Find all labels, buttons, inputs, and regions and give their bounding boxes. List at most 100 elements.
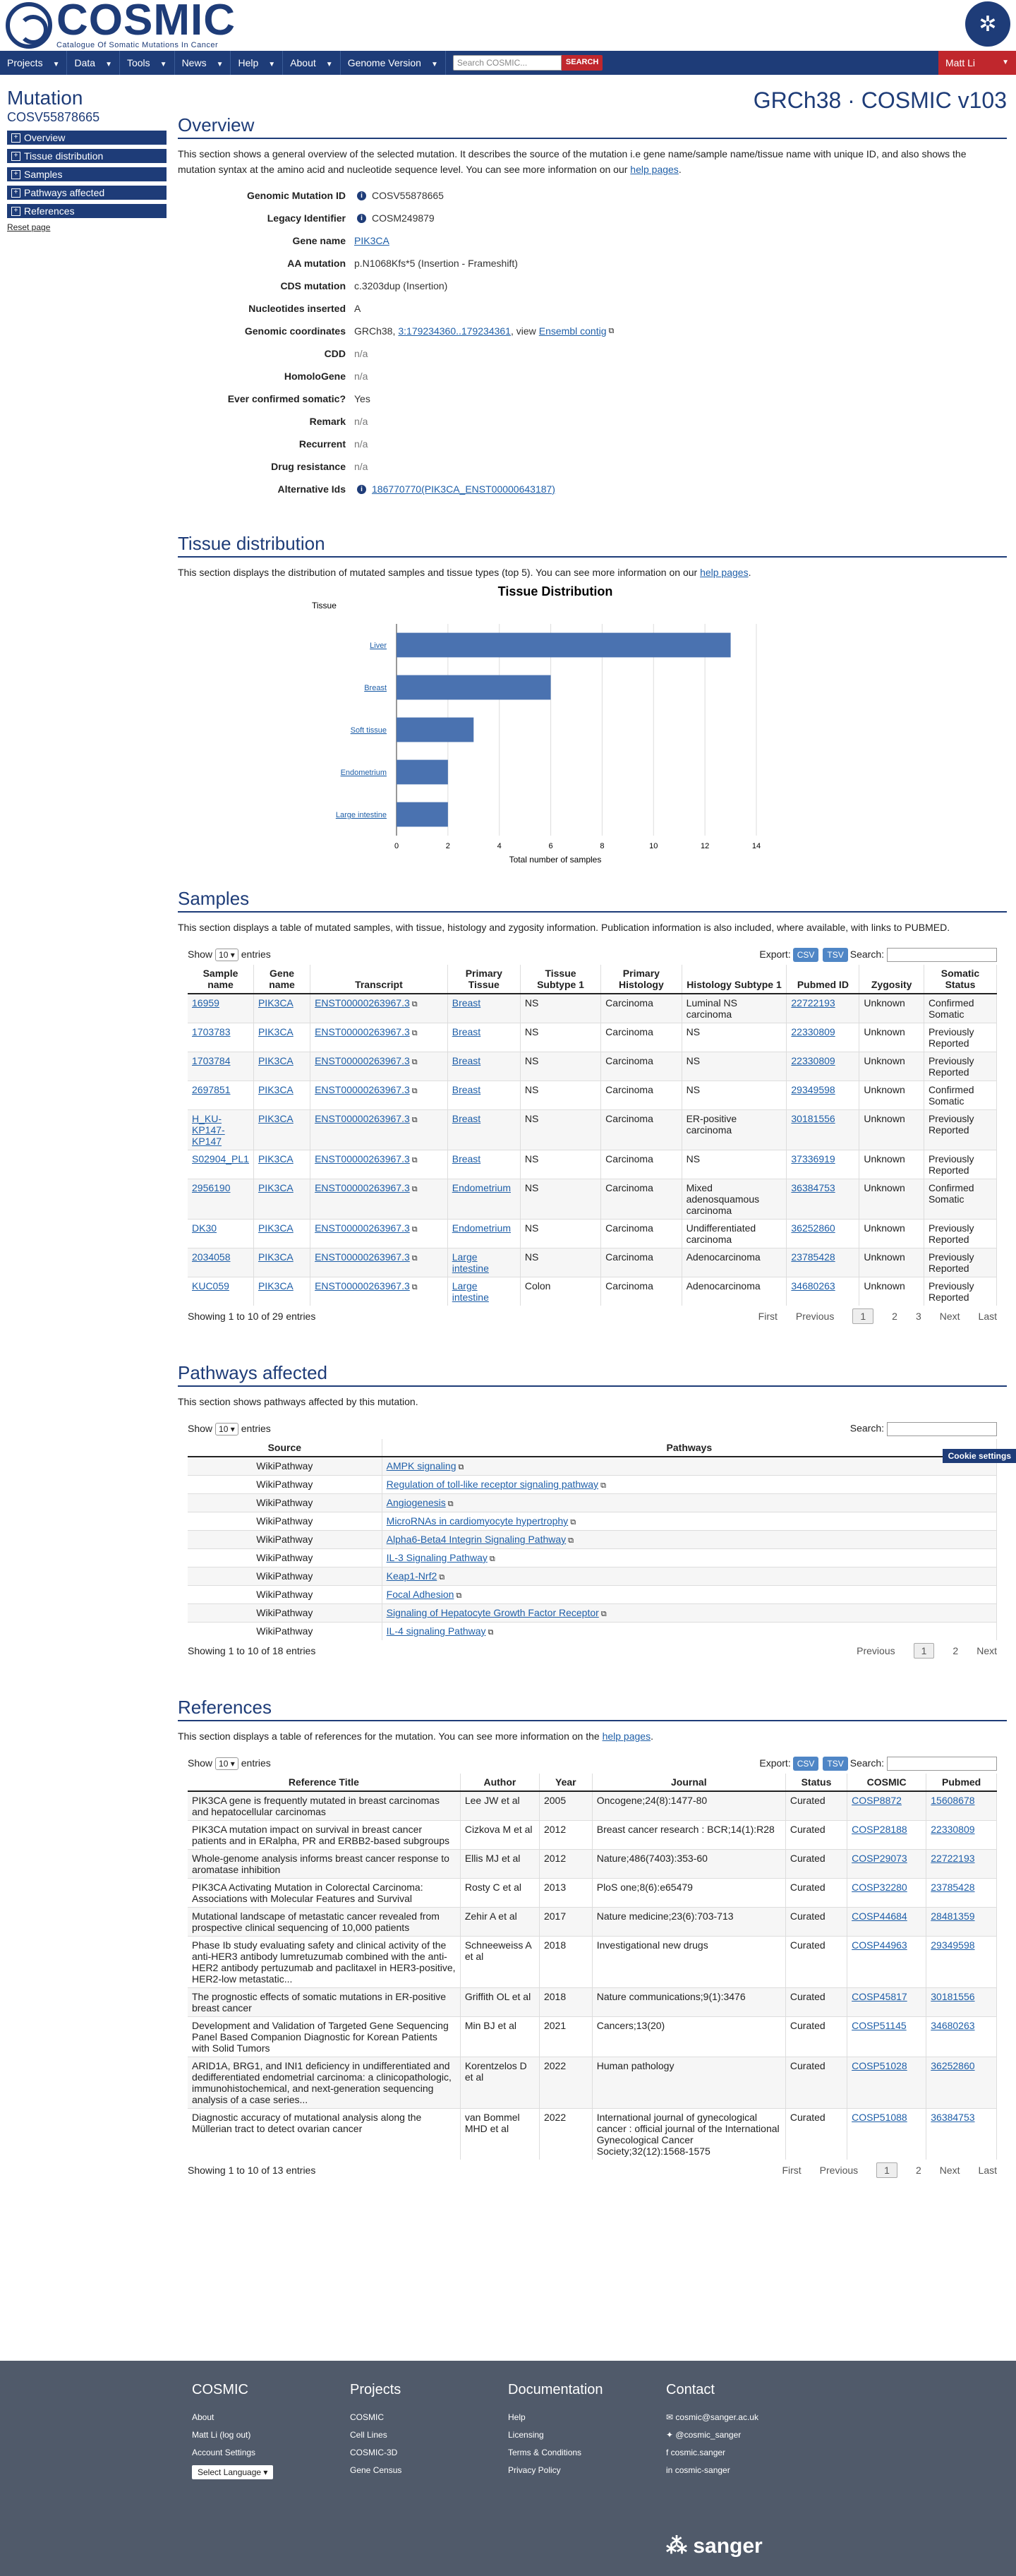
footer-link[interactable]: Privacy Policy bbox=[508, 2465, 561, 2475]
wellcome-sanger-logo[interactable]: ⁂ sanger bbox=[666, 2534, 763, 2558]
cell-link[interactable]: COSP8872 bbox=[852, 1795, 902, 1806]
cell-link[interactable]: ENST00000263967.3 bbox=[315, 1251, 410, 1263]
cell-link[interactable]: Keap1-Nrf2 bbox=[386, 1570, 437, 1582]
help-link[interactable]: help pages bbox=[602, 1731, 651, 1742]
nav-about[interactable]: About ▼ bbox=[283, 51, 341, 75]
page-button[interactable]: Last bbox=[978, 2165, 997, 2176]
cell-link[interactable]: PIK3CA bbox=[258, 1055, 294, 1066]
cell-link[interactable]: AMPK signaling bbox=[386, 1460, 456, 1471]
nav-genome-version[interactable]: Genome Version ▼ bbox=[341, 51, 446, 75]
column-header[interactable]: Author bbox=[460, 1774, 540, 1792]
cell-link[interactable]: 29349598 bbox=[931, 1939, 975, 1951]
cell-link[interactable]: ENST00000263967.3 bbox=[315, 1153, 410, 1164]
sidebar-item-references[interactable]: References bbox=[7, 204, 167, 218]
cell-link[interactable]: COSP44963 bbox=[852, 1939, 907, 1951]
cell-link[interactable]: Large intestine bbox=[452, 1251, 489, 1274]
footer-link[interactable]: Account Settings bbox=[192, 2448, 256, 2457]
cell-link[interactable]: COSP32280 bbox=[852, 1882, 907, 1893]
cell-link[interactable]: Breast bbox=[452, 1113, 481, 1124]
info-icon[interactable]: i bbox=[357, 213, 366, 223]
cell-link[interactable]: ENST00000263967.3 bbox=[315, 1182, 410, 1193]
column-header[interactable]: Status bbox=[785, 1774, 848, 1792]
page-button[interactable]: Next bbox=[939, 1311, 960, 1322]
table-search-input[interactable] bbox=[887, 1757, 997, 1771]
table-search-input[interactable] bbox=[887, 1422, 997, 1436]
footer-link[interactable]: Matt Li (log out) bbox=[192, 2430, 251, 2440]
sidebar-item-tissue[interactable]: Tissue distribution bbox=[7, 149, 167, 163]
column-header[interactable]: Pubmed ID bbox=[786, 965, 860, 994]
cell-link[interactable]: IL-4 signaling Pathway bbox=[386, 1625, 486, 1637]
cell-link[interactable]: 36252860 bbox=[791, 1222, 835, 1234]
column-header[interactable]: Zygosity bbox=[859, 965, 924, 994]
cell-link[interactable]: PIK3CA bbox=[258, 997, 294, 1009]
cell-link[interactable]: 1703783 bbox=[192, 1026, 231, 1037]
cell-link[interactable]: ENST00000263967.3 bbox=[315, 1222, 410, 1234]
cell-link[interactable]: H_KU-KP147-KP147 bbox=[192, 1113, 225, 1147]
column-header[interactable]: Reference Title bbox=[188, 1774, 461, 1792]
cell-link[interactable]: 22722193 bbox=[931, 1853, 975, 1864]
cell-link[interactable]: COSP28188 bbox=[852, 1824, 907, 1835]
footer-link[interactable]: Licensing bbox=[508, 2430, 544, 2440]
cell-link[interactable]: PIK3CA bbox=[258, 1182, 294, 1193]
page-button[interactable]: Next bbox=[976, 1645, 997, 1656]
cell-link[interactable]: Angiogenesis bbox=[386, 1497, 446, 1508]
page-button[interactable]: First bbox=[782, 2165, 802, 2176]
cell-link[interactable]: COSP44684 bbox=[852, 1910, 907, 1922]
help-link[interactable]: help pages bbox=[700, 567, 749, 578]
page-button[interactable]: Next bbox=[939, 2165, 960, 2176]
column-header[interactable]: Gene name bbox=[253, 965, 311, 994]
cell-link[interactable]: PIK3CA bbox=[258, 1113, 294, 1124]
footer-link[interactable]: Gene Census bbox=[350, 2465, 402, 2475]
cell-link[interactable]: 28481359 bbox=[931, 1910, 975, 1922]
page-button[interactable]: 2 bbox=[953, 1645, 959, 1656]
cell-link[interactable]: Breast bbox=[452, 1084, 481, 1095]
page-size-select[interactable]: 10 ▾ bbox=[215, 1757, 238, 1770]
user-menu[interactable]: Matt Li ▼ bbox=[938, 51, 1016, 75]
cosmic-logo[interactable]: COSMIC Catalogue Of Somatic Mutations In… bbox=[6, 0, 236, 49]
footer-link[interactable]: Terms & Conditions bbox=[508, 2448, 582, 2457]
column-header[interactable]: Sample name bbox=[188, 965, 254, 994]
search-input[interactable]: Search COSMIC... bbox=[452, 55, 562, 71]
cell-link[interactable]: 30181556 bbox=[791, 1113, 835, 1124]
cell-link[interactable]: ENST00000263967.3 bbox=[315, 1280, 410, 1292]
sidebar-item-samples[interactable]: Samples bbox=[7, 167, 167, 181]
cell-link[interactable]: Alpha6-Beta4 Integrin Signaling Pathway bbox=[386, 1534, 567, 1545]
tsv-button[interactable]: TSV bbox=[823, 947, 848, 962]
nav-data[interactable]: Data ▼ bbox=[67, 51, 120, 75]
cell-link[interactable]: 22330809 bbox=[791, 1055, 835, 1066]
csv-button[interactable]: CSV bbox=[792, 947, 819, 962]
cell-link[interactable]: 15608678 bbox=[931, 1795, 975, 1806]
column-header[interactable]: Tissue Subtype 1 bbox=[520, 965, 602, 994]
cell-link[interactable]: IL-3 Signaling Pathway bbox=[386, 1552, 488, 1563]
info-icon[interactable]: i bbox=[357, 484, 366, 494]
nav-help[interactable]: Help ▼ bbox=[231, 51, 284, 75]
cell-link[interactable]: 37336919 bbox=[791, 1153, 835, 1164]
column-header[interactable]: Primary Tissue bbox=[447, 965, 521, 994]
column-header[interactable]: Journal bbox=[592, 1774, 786, 1792]
cell-link[interactable]: ENST00000263967.3 bbox=[315, 1113, 410, 1124]
page-button[interactable]: 2 bbox=[892, 1311, 897, 1322]
column-header[interactable]: Somatic Status bbox=[924, 965, 998, 994]
reset-page-link[interactable]: Reset page bbox=[7, 222, 51, 232]
footer-link[interactable]: Cell Lines bbox=[350, 2430, 387, 2440]
language-select[interactable]: Select Language ▾ bbox=[192, 2465, 274, 2479]
nav-tools[interactable]: Tools ▼ bbox=[120, 51, 175, 75]
gene-link[interactable]: PIK3CA bbox=[354, 235, 389, 246]
tsv-button[interactable]: TSV bbox=[823, 1756, 848, 1771]
column-header[interactable]: Primary Histology bbox=[600, 965, 682, 994]
email-link[interactable]: ✉ cosmic@sanger.ac.uk bbox=[666, 2412, 758, 2430]
info-icon[interactable]: i bbox=[357, 191, 366, 200]
cell-link[interactable]: COSP29073 bbox=[852, 1853, 907, 1864]
cell-link[interactable]: S02904_PL1 bbox=[192, 1153, 249, 1164]
cell-link[interactable]: DK30 bbox=[192, 1222, 217, 1234]
cell-link[interactable]: KUC059 bbox=[192, 1280, 229, 1292]
cell-link[interactable]: PIK3CA bbox=[258, 1222, 294, 1234]
page-button[interactable]: Last bbox=[978, 1311, 997, 1322]
column-header[interactable]: Pathways bbox=[382, 1439, 998, 1457]
footer-link[interactable]: COSMIC bbox=[350, 2412, 384, 2422]
cell-link[interactable]: COSP51088 bbox=[852, 2112, 907, 2123]
cell-link[interactable]: COSP45817 bbox=[852, 1991, 907, 2002]
column-header[interactable]: Pubmed bbox=[926, 1774, 997, 1792]
cell-link[interactable]: ENST00000263967.3 bbox=[315, 997, 410, 1009]
footer-link[interactable]: Help bbox=[508, 2412, 526, 2422]
